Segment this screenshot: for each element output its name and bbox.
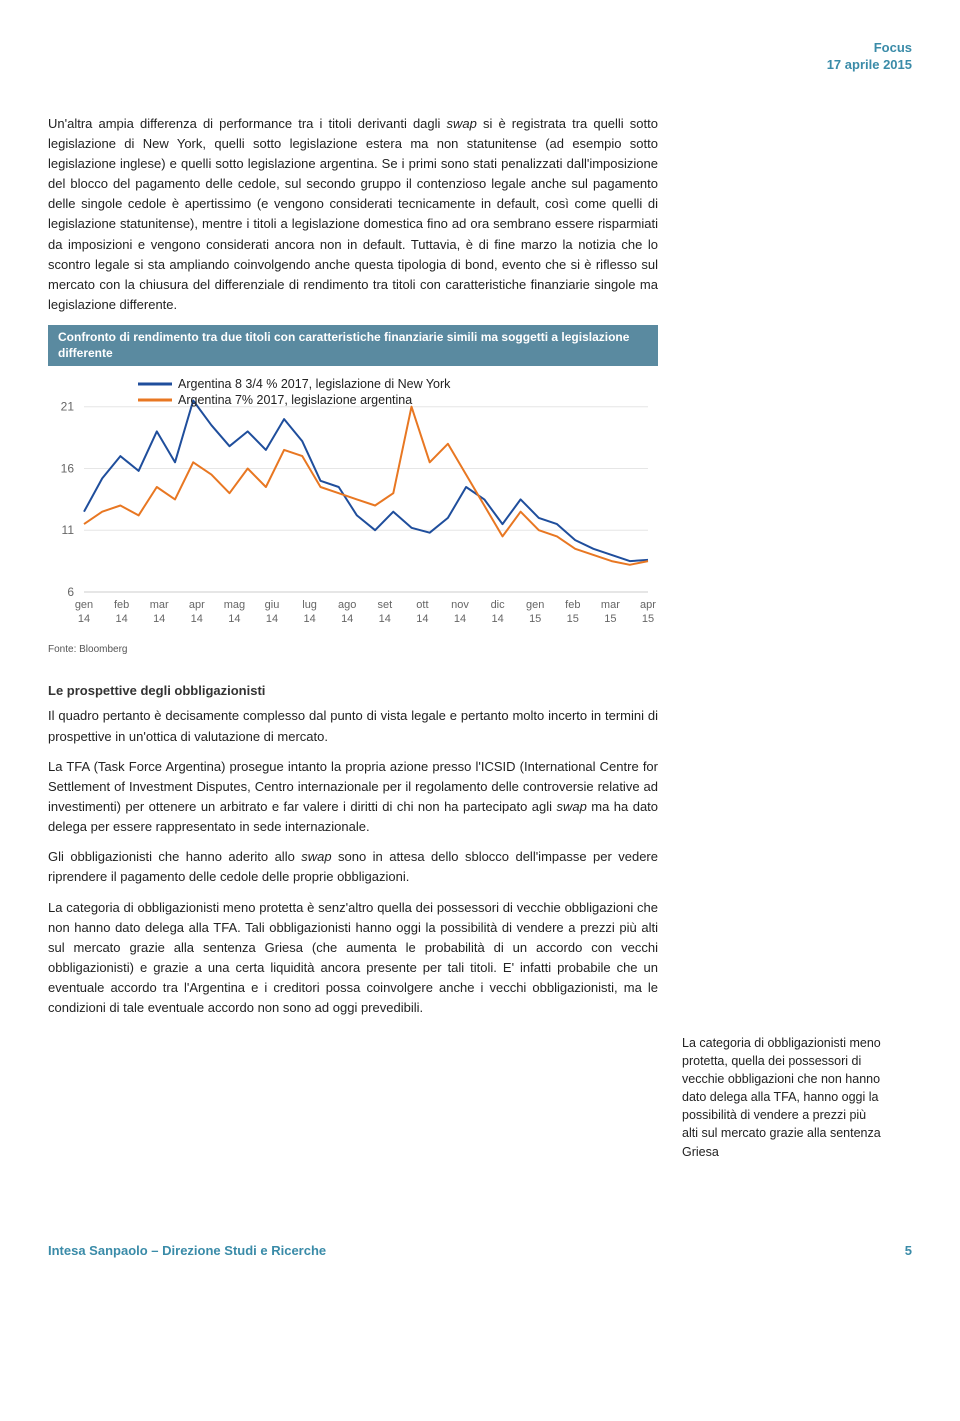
header-date: 17 aprile 2015 [48, 57, 912, 74]
svg-text:14: 14 [78, 613, 90, 625]
svg-text:apr: apr [189, 599, 205, 611]
header-title: Focus [48, 40, 912, 57]
svg-text:mag: mag [224, 599, 245, 611]
svg-text:14: 14 [191, 613, 203, 625]
svg-text:mar: mar [150, 599, 169, 611]
section2-p2: La TFA (Task Force Argentina) prosegue i… [48, 757, 658, 838]
svg-text:feb: feb [565, 599, 580, 611]
chart-title-bar: Confronto di rendimento tra due titoli c… [48, 325, 658, 366]
svg-text:giu: giu [265, 599, 280, 611]
chart-source: Fonte: Bloomberg [48, 642, 658, 657]
svg-text:15: 15 [642, 613, 654, 625]
svg-text:14: 14 [228, 613, 240, 625]
svg-text:lug: lug [302, 599, 317, 611]
page-footer: Intesa Sanpaolo – Direzione Studi e Rice… [48, 1241, 912, 1261]
svg-text:6: 6 [67, 585, 74, 599]
svg-text:21: 21 [61, 400, 75, 414]
svg-text:15: 15 [604, 613, 616, 625]
svg-text:14: 14 [266, 613, 278, 625]
svg-text:11: 11 [62, 524, 75, 538]
svg-text:14: 14 [491, 613, 503, 625]
page-number: 5 [905, 1241, 912, 1261]
section2-p4: La categoria di obbligazionisti meno pro… [48, 898, 658, 1019]
section2-p1: Il quadro pertanto è decisamente comples… [48, 706, 658, 746]
chart-container: 6 11 16 21 gen 14 feb 14 mar 14 apr 14 mag 14 giu 14 lug… [48, 370, 658, 636]
svg-text:nov: nov [451, 599, 469, 611]
svg-text:mar: mar [601, 599, 620, 611]
svg-text:14: 14 [153, 613, 165, 625]
svg-text:16: 16 [61, 462, 75, 476]
svg-text:15: 15 [567, 613, 579, 625]
svg-text:set: set [377, 599, 392, 611]
svg-text:14: 14 [303, 613, 315, 625]
section2-title: Le prospettive degli obbligazionisti [48, 681, 658, 701]
svg-text:ago: ago [338, 599, 356, 611]
document-header: Focus 17 aprile 2015 [48, 40, 912, 74]
sidebar-note: La categoria di obbligazionisti meno pro… [682, 1034, 882, 1161]
main-content: Un'altra ampia differenza di performance… [48, 114, 912, 1161]
body-paragraph-1: Un'altra ampia differenza di performance… [48, 114, 658, 315]
svg-text:ott: ott [416, 599, 428, 611]
svg-text:gen: gen [75, 599, 93, 611]
svg-text:Argentina 7% 2017, legislazion: Argentina 7% 2017, legislazione argentin… [178, 393, 412, 407]
footer-publisher: Intesa Sanpaolo – Direzione Studi e Rice… [48, 1241, 326, 1261]
svg-text:dic: dic [491, 599, 506, 611]
left-column: Un'altra ampia differenza di performance… [48, 114, 658, 1161]
svg-text:14: 14 [341, 613, 353, 625]
svg-text:feb: feb [114, 599, 129, 611]
svg-text:Argentina 8 3/4 % 2017, legisl: Argentina 8 3/4 % 2017, legislazione di … [178, 377, 451, 391]
line-chart: 6 11 16 21 gen 14 feb 14 mar 14 apr 14 mag 14 giu 14 lug… [48, 370, 658, 630]
svg-text:gen: gen [526, 599, 544, 611]
svg-text:15: 15 [529, 613, 541, 625]
section2-p3: Gli obbligazionisti che hanno aderito al… [48, 847, 658, 887]
svg-text:14: 14 [416, 613, 428, 625]
svg-text:apr: apr [640, 599, 656, 611]
right-column: La categoria di obbligazionisti meno pro… [682, 114, 882, 1161]
svg-text:14: 14 [115, 613, 127, 625]
svg-text:14: 14 [454, 613, 466, 625]
svg-text:14: 14 [379, 613, 391, 625]
